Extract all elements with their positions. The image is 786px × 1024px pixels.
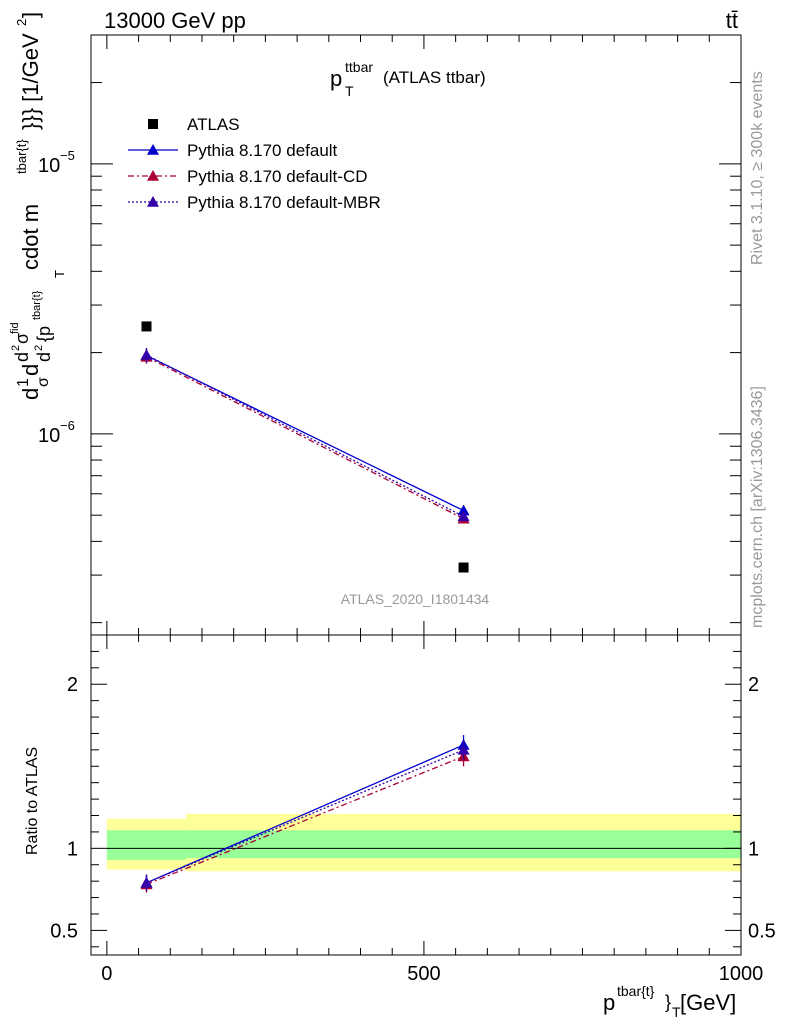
ratio-y-axis-label: Ratio to ATLAS: [24, 747, 41, 855]
data-point: [141, 321, 152, 332]
legend: ATLAS Pythia 8.170 default Pythia 8.170 de…: [128, 115, 381, 212]
ratio-tick-label-left: 1: [67, 838, 78, 860]
green-band-bin-1: [186, 830, 741, 859]
ratio-tick-label-left: 2: [67, 674, 78, 696]
ylabel-den-d: d: [34, 352, 54, 362]
legend-marker-data: [148, 119, 158, 129]
xlabel-main: p: [603, 990, 615, 1015]
legend-marker-0: [147, 144, 159, 155]
ylabel-cdot-sup: tbar{t}: [14, 139, 29, 174]
ylabel-d1: d: [18, 388, 43, 400]
ratio-line-0: [146, 744, 464, 884]
ratio-tick-label-left: 0.5: [50, 920, 78, 942]
x-axis-label: p tbar{t} } T [GeV]: [603, 983, 736, 1020]
x-tick-label: 0: [101, 963, 112, 985]
xlabel-sub: T: [672, 1004, 681, 1020]
ratio-tick-label-right: 1: [748, 838, 759, 860]
ratio-panel-frame: [90, 634, 742, 956]
ratio-marker-2: [140, 876, 153, 888]
green-band-bin-0: [106, 830, 187, 860]
main-series: [140, 321, 470, 573]
ylabel-sigma: σ: [35, 377, 52, 387]
legend-label-2: Pythia 8.170 default-MBR: [187, 193, 381, 212]
legend-label-0: Pythia 8.170 default: [187, 141, 338, 160]
title-main: p: [330, 66, 342, 91]
x-tick-label: 500: [407, 963, 440, 985]
x-tick-label: 1000: [719, 963, 764, 985]
xlabel-sup: tbar{t}: [617, 983, 655, 999]
ratio-line-1: [146, 755, 464, 886]
energy-label: 13000 GeV pp: [104, 8, 246, 33]
legend-label-1: Pythia 8.170 default-CD: [187, 167, 368, 186]
ylabel-one: 1: [15, 378, 32, 387]
ratio-series: [140, 735, 470, 893]
series-line-1: [146, 356, 464, 520]
ratio-line-2: [146, 749, 464, 884]
ylabel-den-p: {p: [34, 326, 54, 342]
y-tick-label-base: 10: [38, 425, 60, 447]
y-tick-label-exp: −6: [60, 418, 75, 433]
y-tick-label-base: 10: [38, 155, 60, 177]
ylabel-fid: fid: [9, 322, 21, 334]
ylabel-unit: }}} [1/GeV: [18, 33, 43, 130]
ratio-tick-label-right: 0.5: [748, 920, 776, 942]
series-line-0: [146, 354, 464, 512]
legend-label-data: ATLAS: [187, 115, 240, 134]
series-marker-2: [140, 348, 153, 360]
ylabel-d2: d: [18, 364, 43, 376]
legend-marker-2: [147, 196, 159, 207]
ylabel-unit-close: ]: [18, 12, 43, 18]
ylabel-den-sup: 2: [33, 345, 45, 351]
ylabel-d2sigma: d: [12, 352, 32, 362]
legend-marker-1: [147, 170, 159, 181]
ylabel-sup2: 2: [10, 345, 22, 351]
ylabel-unit-sup: 2: [14, 19, 29, 26]
ylabel-sigmafid: σ: [12, 333, 32, 344]
series-marker-2: [457, 510, 470, 522]
data-point: [458, 562, 469, 573]
process-label: tt̄: [726, 8, 738, 33]
xlabel-close: }: [665, 992, 671, 1012]
ratio-bands: [106, 813, 741, 872]
title-sub: T: [345, 83, 354, 99]
plot-title: p ttbar T (ATLAS ttbar): [330, 59, 486, 99]
mcplots-label: mcplots.cern.ch [arXiv:1306.3436]: [749, 386, 766, 628]
ratio-marker-2: [457, 743, 470, 755]
title-sup: ttbar: [345, 59, 373, 75]
y-axis-label: d 1 σ d d 2 σ fid d 2 {p tbar{t} T cdot …: [9, 12, 67, 400]
title-rest: (ATLAS ttbar): [383, 68, 486, 87]
axis-ticks: [91, 35, 742, 955]
xlabel-unit: [GeV]: [680, 990, 736, 1015]
series-line-2: [146, 354, 464, 517]
ratio-tick-label-right: 2: [748, 674, 759, 696]
ylabel-den-psup: tbar{t}: [31, 290, 43, 320]
ylabel-t-sub: T: [52, 270, 67, 278]
y-tick-label-exp: −5: [60, 148, 75, 163]
analysis-id: ATLAS_2020_I1801434: [341, 591, 490, 607]
rivet-label: Rivet 3.1.10, ≥ 300k events: [749, 71, 766, 265]
series-marker-0: [457, 504, 470, 516]
axes-frames: [90, 34, 742, 956]
ylabel-cdot: cdot m: [18, 204, 43, 270]
